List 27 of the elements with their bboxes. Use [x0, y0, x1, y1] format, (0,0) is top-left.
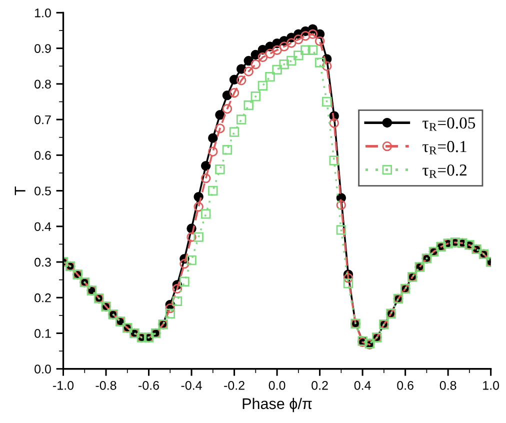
x-tick-label: -1.0 [53, 380, 74, 390]
y-tick-label: 0.3 [34, 258, 51, 267]
y-tick-label: 0.5 [34, 186, 51, 196]
x-tick-label: -0.2 [224, 380, 244, 390]
y-tick-label: 0.1 [34, 329, 51, 338]
x-tick-label: 0.4 [354, 380, 371, 390]
y-tick-label: 0.8 [34, 80, 51, 89]
y-tick-label: 0.6 [34, 150, 51, 160]
legend-label: τ$_{R}$=0.2 [422, 164, 466, 178]
y-tick-label: 0.7 [34, 115, 51, 124]
x-tick-label: 0.2 [312, 380, 328, 390]
x-tick-label: -0.8 [96, 380, 116, 390]
y-axis-title: T [14, 186, 26, 196]
x-tick-label: 0.0 [268, 380, 286, 390]
x-tick-label: -0.6 [138, 380, 159, 390]
x-tick-label: 0.6 [397, 380, 414, 390]
y-tick-label: 0.0 [34, 364, 51, 374]
y-tick-label: 1.0 [35, 8, 51, 18]
y-tick-label: 0.2 [34, 293, 51, 302]
x-tick-label: 0.8 [440, 380, 456, 390]
x-tick-label: 1.0 [483, 380, 500, 390]
legend-label: τ$_{R}$=0.1 [422, 140, 466, 154]
x-tick-label: -0.4 [181, 380, 202, 390]
y-tick-label: 0.4 [34, 222, 52, 232]
legend-label: τ$_{R}$=0.05 [422, 117, 476, 131]
y-tick-label: 0.9 [34, 44, 51, 53]
x-axis-title: Phase ϕ/π [242, 398, 312, 412]
